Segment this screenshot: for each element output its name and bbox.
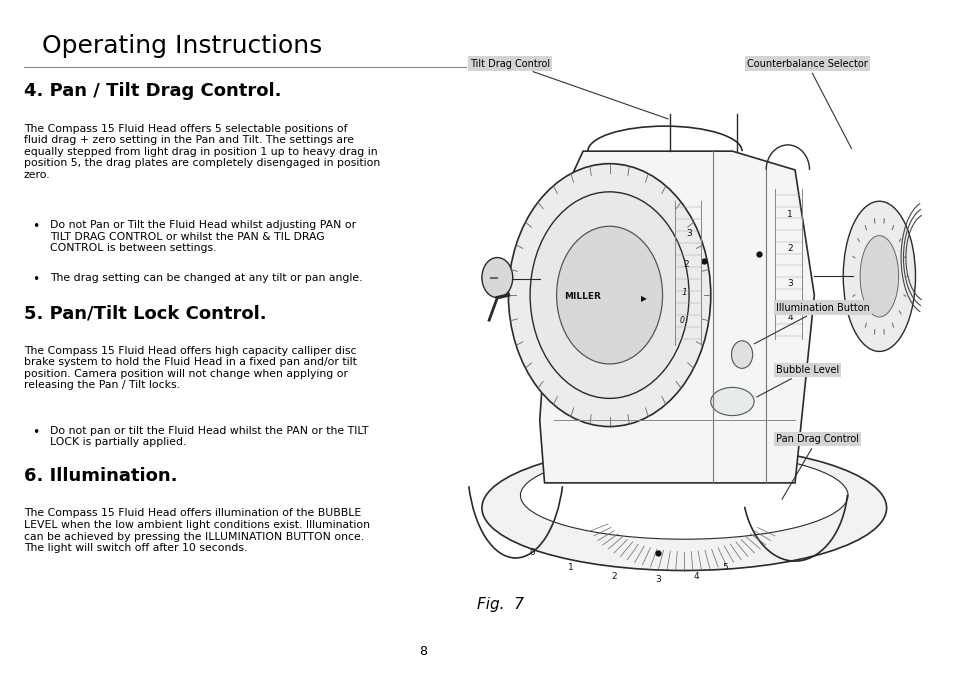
Text: The Compass 15 Fluid Head offers 5 selectable positions of
fluid drag + zero set: The Compass 15 Fluid Head offers 5 selec… xyxy=(24,124,379,180)
Ellipse shape xyxy=(520,452,847,539)
Text: Tilt Drag Control: Tilt Drag Control xyxy=(470,59,667,119)
Text: The Compass 15 Fluid Head offers high capacity calliper disc
brake system to hol: The Compass 15 Fluid Head offers high ca… xyxy=(24,345,356,390)
Text: 2: 2 xyxy=(611,572,617,581)
Text: 4: 4 xyxy=(693,572,699,581)
Text: Illumination Button: Illumination Button xyxy=(754,303,869,344)
Text: 4: 4 xyxy=(786,313,792,322)
Text: •: • xyxy=(32,425,40,439)
Circle shape xyxy=(530,192,688,398)
Text: Operating Instructions: Operating Instructions xyxy=(42,34,321,58)
Text: Do not pan or tilt the Fluid Head whilst the PAN or the TILT
LOCK is partially a: Do not pan or tilt the Fluid Head whilst… xyxy=(50,425,368,447)
Text: 0: 0 xyxy=(679,316,683,325)
Text: •: • xyxy=(32,220,40,234)
Text: ▶: ▶ xyxy=(640,293,646,303)
Text: 5: 5 xyxy=(721,563,727,572)
Text: •: • xyxy=(32,273,40,286)
Circle shape xyxy=(481,258,512,297)
Text: 0: 0 xyxy=(529,548,535,557)
Text: 8: 8 xyxy=(418,645,427,658)
Text: 2: 2 xyxy=(786,244,792,253)
Ellipse shape xyxy=(481,446,885,571)
Text: 4. Pan / Tilt Drag Control.: 4. Pan / Tilt Drag Control. xyxy=(24,82,281,100)
Text: MILLER: MILLER xyxy=(563,292,600,301)
Ellipse shape xyxy=(710,388,753,416)
Ellipse shape xyxy=(860,236,898,317)
Text: The Compass 15 Fluid Head offers illumination of the BUBBLE
LEVEL when the low a: The Compass 15 Fluid Head offers illumin… xyxy=(24,508,370,553)
Text: Fig.  7: Fig. 7 xyxy=(476,598,523,612)
Circle shape xyxy=(731,341,752,368)
Text: 2: 2 xyxy=(683,260,689,269)
Circle shape xyxy=(556,226,662,364)
Text: 3: 3 xyxy=(654,575,659,584)
Text: 6. Illumination.: 6. Illumination. xyxy=(24,467,177,485)
Ellipse shape xyxy=(842,201,915,351)
Text: The drag setting can be changed at any tilt or pan angle.: The drag setting can be changed at any t… xyxy=(50,273,362,283)
Text: Bubble Level: Bubble Level xyxy=(756,365,838,397)
Polygon shape xyxy=(539,151,814,483)
Text: 3: 3 xyxy=(685,229,691,238)
Text: Counterbalance Selector: Counterbalance Selector xyxy=(746,59,866,149)
Text: 1: 1 xyxy=(568,563,574,572)
Circle shape xyxy=(508,164,710,427)
Text: Do not Pan or Tilt the Fluid Head whilst adjusting PAN or
TILT DRAG CONTROL or w: Do not Pan or Tilt the Fluid Head whilst… xyxy=(50,220,355,254)
Text: 3: 3 xyxy=(786,279,792,288)
Text: Pan Drag Control: Pan Drag Control xyxy=(775,434,858,499)
Text: 1: 1 xyxy=(786,210,792,219)
Text: 1: 1 xyxy=(680,288,686,297)
Text: 5. Pan/Tilt Lock Control.: 5. Pan/Tilt Lock Control. xyxy=(24,304,266,322)
